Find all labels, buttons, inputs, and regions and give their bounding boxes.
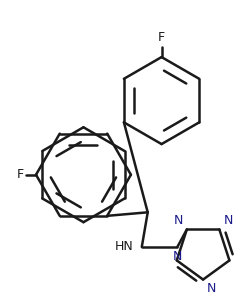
Text: N: N <box>173 250 182 263</box>
Text: F: F <box>17 168 24 181</box>
Text: F: F <box>158 31 165 44</box>
Text: N: N <box>223 215 233 228</box>
Text: N: N <box>173 215 183 228</box>
Text: HN: HN <box>115 240 134 253</box>
Text: N: N <box>207 281 216 295</box>
